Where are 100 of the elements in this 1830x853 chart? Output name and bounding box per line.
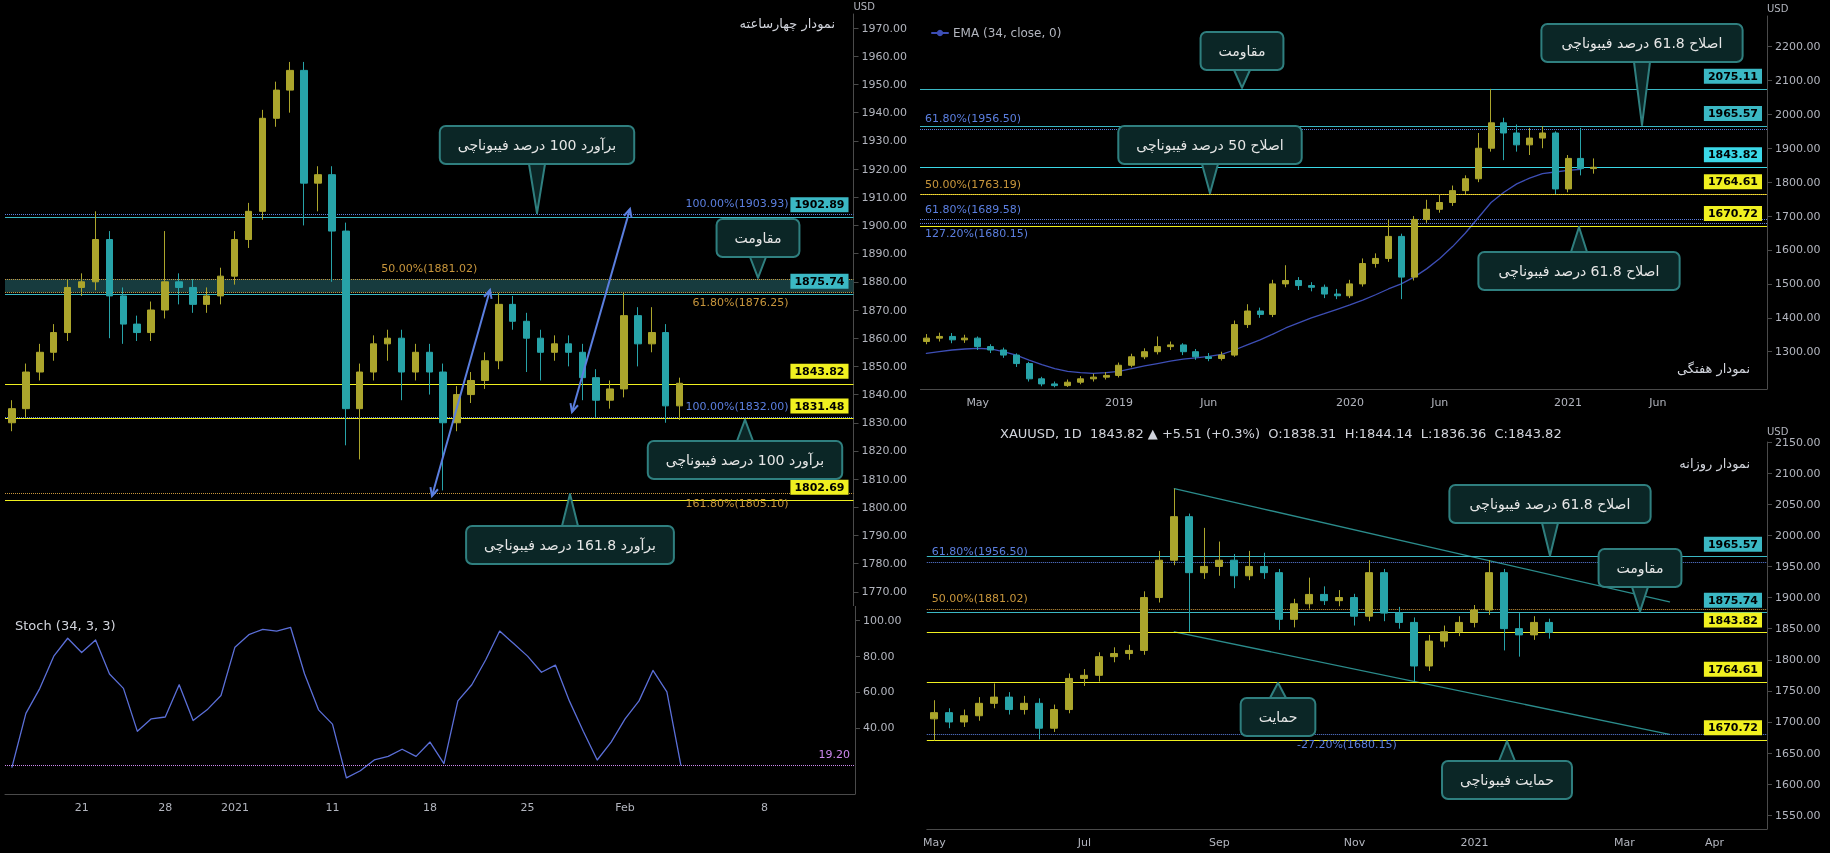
candlestick [1423, 199, 1430, 224]
candlestick [36, 343, 44, 381]
ref-line-label: 50.00%(1763.19) [925, 177, 1022, 191]
y-tick-label: 1950.00 [1775, 559, 1821, 573]
x-tick-label: 11 [325, 801, 340, 814]
legend-label: EMA (34, close, 0) [953, 26, 1062, 40]
candlestick [467, 371, 475, 404]
candlestick [1103, 371, 1110, 381]
candlestick [147, 301, 155, 342]
y-tick-label: 1870.00 [861, 303, 908, 317]
candlestick [1005, 691, 1013, 716]
y-tick-label: 1600.00 [1775, 243, 1821, 257]
y-tick-label: 2050.00 [1775, 497, 1821, 511]
y-tick-label: 1800.00 [861, 500, 908, 514]
candlestick [1269, 279, 1276, 318]
y-tick-label: 2100.00 [1775, 73, 1821, 87]
candlestick [945, 707, 953, 729]
candlestick [1200, 527, 1208, 580]
candlestick [439, 363, 447, 491]
candlestick [523, 312, 530, 373]
ref-line-label: 1875.74 [1707, 593, 1759, 607]
ref-line-label: 1843.82 [1707, 148, 1758, 162]
y-tick-label: 1830.00 [861, 416, 908, 430]
candlestick [1013, 352, 1020, 368]
candlestick [990, 682, 998, 709]
candlestick [1526, 127, 1533, 156]
candlestick [161, 230, 169, 319]
ref-line-label: -27.20%(1680.15) [1296, 738, 1397, 752]
ref-line-label: 61.80%(1876.25) [692, 296, 789, 310]
annotation: اصلاح 61.8 درصد فیبوناچی [1498, 263, 1660, 280]
y-tick-label: 1930.00 [861, 134, 908, 148]
candlestick [960, 709, 968, 728]
candlestick [314, 165, 322, 212]
candlestick [1577, 127, 1584, 176]
x-tick-label: Nov [1343, 836, 1366, 849]
annotation: حمایت فیبوناچی [1460, 772, 1554, 789]
candlestick [259, 109, 266, 221]
candlestick [64, 278, 71, 342]
y-tick-label: 1770.00 [861, 585, 908, 599]
text: Stoch (34, 3, 3) [15, 618, 116, 633]
candlestick [1346, 279, 1353, 299]
candlestick [1244, 303, 1251, 329]
candlestick [1565, 154, 1572, 193]
candlestick [634, 306, 642, 367]
x-tick-label: 25 [520, 801, 535, 814]
y-tick-label: 80.00 [863, 649, 895, 663]
y-tick-label: 1900.00 [1775, 591, 1821, 605]
ref-line-label: 50.00%(1881.02) [381, 261, 478, 275]
candlestick [1155, 550, 1163, 604]
candlestick [370, 334, 377, 381]
candlestick [189, 278, 197, 314]
ref-line-label: 2075.11 [1707, 69, 1758, 83]
text: نمودار هفتگی [1676, 361, 1750, 377]
x-tick-label: May [922, 836, 947, 849]
y-tick-label: 1700.00 [1775, 715, 1821, 729]
ref-line-label: 61.80%(1956.50) [925, 112, 1022, 126]
candlestick [1245, 550, 1253, 581]
candlestick [1440, 625, 1448, 648]
candlestick [592, 368, 600, 418]
candlestick [1257, 307, 1264, 319]
candlestick [1500, 568, 1508, 651]
candlestick [1141, 347, 1148, 360]
candlestick [1398, 233, 1405, 300]
candlestick [92, 210, 99, 291]
candlestick [1180, 342, 1187, 356]
candlestick [1334, 288, 1341, 300]
ref-line-label: 161.80%(1805.10) [685, 496, 789, 510]
candlestick [1115, 362, 1122, 378]
y-tick-label: 1600.00 [1775, 777, 1821, 791]
candlestick [1020, 695, 1028, 716]
candlestick [356, 363, 363, 460]
y-tick-label: 1790.00 [861, 529, 908, 543]
annotation: برآورد 161.8 درصد فیبوناچی [484, 537, 656, 554]
ref-line-label: 1802.69 [794, 480, 845, 494]
candlestick [1080, 668, 1088, 687]
y-tick-label: 1550.00 [1775, 808, 1821, 822]
candlestick [342, 222, 350, 446]
y-tick-label: 100.00 [863, 613, 902, 627]
candlestick [1205, 352, 1212, 362]
annotation: مقاومت [1218, 43, 1266, 60]
candlestick [1065, 672, 1073, 714]
x-tick-label: 2021 [1554, 396, 1583, 409]
y-tick-label: 1940.00 [861, 106, 908, 120]
y-tick-label: 2100.00 [1775, 466, 1821, 480]
candlestick [936, 332, 943, 343]
ref-line-label: 1965.57 [1707, 537, 1758, 551]
candlestick [1372, 252, 1379, 269]
ref-line-label: 127.20%(1680.15) [925, 226, 1029, 240]
candlestick [1350, 593, 1358, 627]
candlestick [120, 286, 127, 345]
y-tick-label: 1400.00 [1775, 311, 1821, 325]
annotation: برآورد 100 درصد فیبوناچی [457, 137, 617, 154]
candlestick [175, 272, 183, 305]
candlestick [217, 267, 224, 305]
candlestick [1170, 488, 1178, 566]
candlestick [1500, 117, 1507, 161]
annotation: مقاومت [1616, 560, 1664, 577]
x-tick-label: Jun [1199, 396, 1218, 409]
candlestick [1026, 361, 1033, 383]
candlestick [1530, 615, 1538, 641]
